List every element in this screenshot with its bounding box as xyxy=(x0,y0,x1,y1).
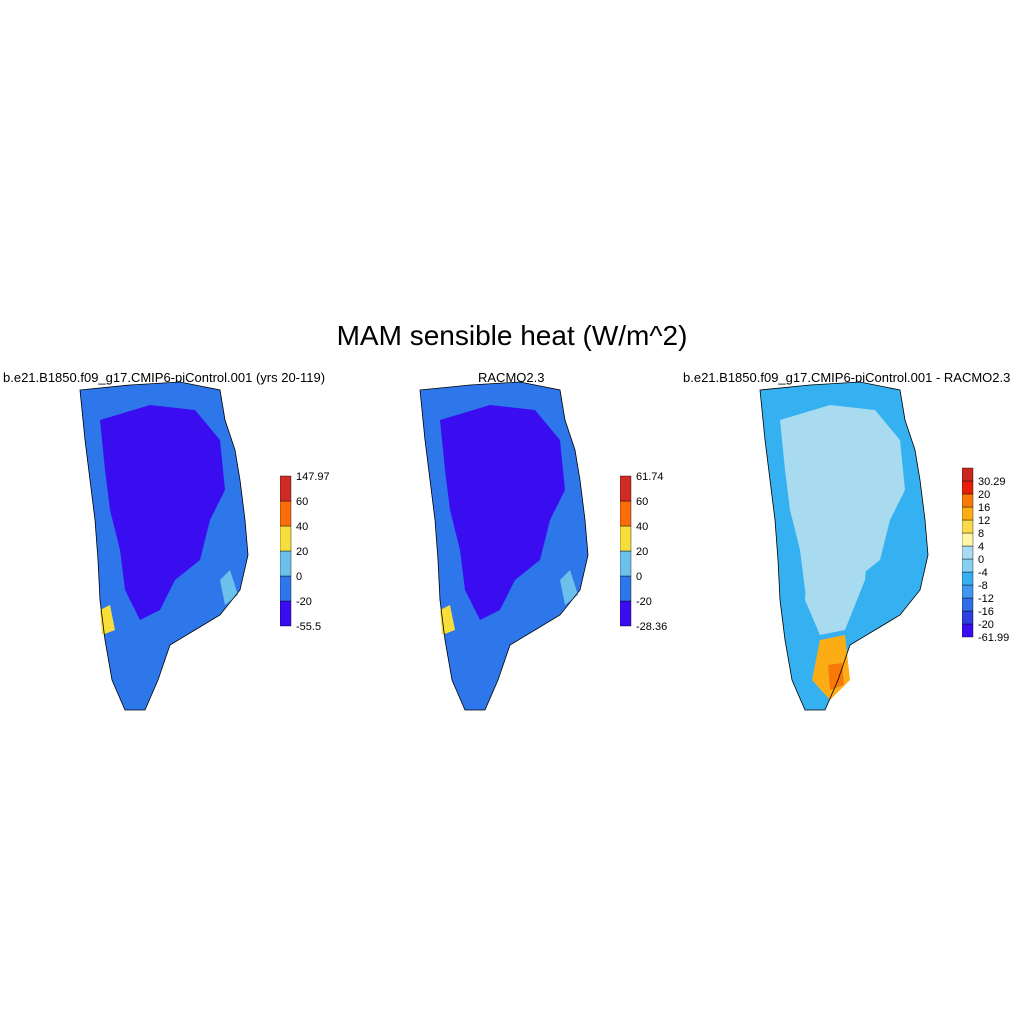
coastline xyxy=(759,381,929,711)
colorbar-box xyxy=(962,571,974,586)
colorbar-label: 40 xyxy=(636,521,648,533)
colorbar-box xyxy=(280,600,292,627)
colorbar-box xyxy=(962,532,974,547)
colorbar-label: -12 xyxy=(978,593,994,605)
strong-warm-bias-region xyxy=(828,663,844,690)
map-diff xyxy=(759,381,929,711)
colorbar-box xyxy=(280,575,292,602)
colorbar-box xyxy=(280,525,292,552)
colorbar-box xyxy=(620,525,632,552)
colorbar-box xyxy=(962,584,974,599)
colorbar-label: -20 xyxy=(978,619,994,631)
colorbar-label: 16 xyxy=(978,502,990,514)
coastline xyxy=(419,381,589,711)
colorbar-label: -20 xyxy=(296,596,312,608)
colorbar-label: 0 xyxy=(636,571,642,583)
colorbar-label: -8 xyxy=(978,580,988,592)
colorbar-label: 0 xyxy=(296,571,302,583)
colorbar-box xyxy=(962,558,974,573)
colorbar-label: 30.29 xyxy=(978,476,1006,488)
colorbar-label: 61.74 xyxy=(636,471,664,483)
colorbar-label: -55.5 xyxy=(296,621,321,633)
coastline xyxy=(79,381,249,711)
colorbar-box xyxy=(620,575,632,602)
map-obs xyxy=(419,381,589,711)
colorbar-box xyxy=(280,475,292,502)
colorbar-label: 147.97 xyxy=(296,471,330,483)
coastal-patch xyxy=(220,570,238,605)
ice-sheet-core xyxy=(805,490,870,635)
colorbar-label: 20 xyxy=(296,546,308,558)
coastal-patch xyxy=(560,570,578,605)
colorbar-box xyxy=(280,550,292,577)
colorbar-box xyxy=(962,519,974,534)
colorbar-label: 0 xyxy=(978,554,984,566)
colorbar-box xyxy=(280,500,292,527)
colorbar-box xyxy=(620,500,632,527)
colorbar-obs: -28.36 -20 0 20 40 60 61.74 xyxy=(620,471,667,633)
colorbar-label: -61.99 xyxy=(978,632,1009,642)
colorbar-box xyxy=(620,550,632,577)
panel-title-obs: RACMO2.3 xyxy=(478,370,545,385)
colorbar-box xyxy=(620,600,632,627)
colorbar-label: 12 xyxy=(978,515,990,527)
colorbar-box xyxy=(962,467,974,482)
ice-sheet-interior xyxy=(100,405,225,620)
colorbar-label: -4 xyxy=(978,567,988,579)
colorbar-label: 60 xyxy=(296,496,308,508)
colorbar-box xyxy=(962,493,974,508)
panel-title-diff: b.e21.B1850.f09_g17.CMIP6-piControl.001 … xyxy=(683,370,1011,385)
colorbar-box xyxy=(620,475,632,502)
colorbar-label: 4 xyxy=(978,541,984,553)
colorbar-label: -28.36 xyxy=(636,621,667,633)
colorbar-label: 20 xyxy=(636,546,648,558)
colorbar-box xyxy=(962,623,974,638)
colorbar-box xyxy=(962,506,974,521)
figure-title: MAM sensible heat (W/m^2) xyxy=(336,320,688,351)
colorbar-label: 20 xyxy=(978,489,990,501)
colorbar-label: -16 xyxy=(978,606,994,618)
colorbar-label: -20 xyxy=(636,596,652,608)
colorbar-label: 8 xyxy=(978,528,984,540)
colorbar-box xyxy=(962,545,974,560)
panel-title-model: b.e21.B1850.f09_g17.CMIP6-piControl.001 … xyxy=(3,370,326,385)
colorbar-label: 60 xyxy=(636,496,648,508)
colorbar-label: 40 xyxy=(296,521,308,533)
colorbar-box xyxy=(962,597,974,612)
map-model xyxy=(79,381,249,711)
colorbar-box xyxy=(962,610,974,625)
colorbar-box xyxy=(962,480,974,495)
ice-sheet-interior xyxy=(440,405,565,620)
colorbar-model: -55.5 -20 0 20 40 60 147.97 xyxy=(280,471,330,633)
